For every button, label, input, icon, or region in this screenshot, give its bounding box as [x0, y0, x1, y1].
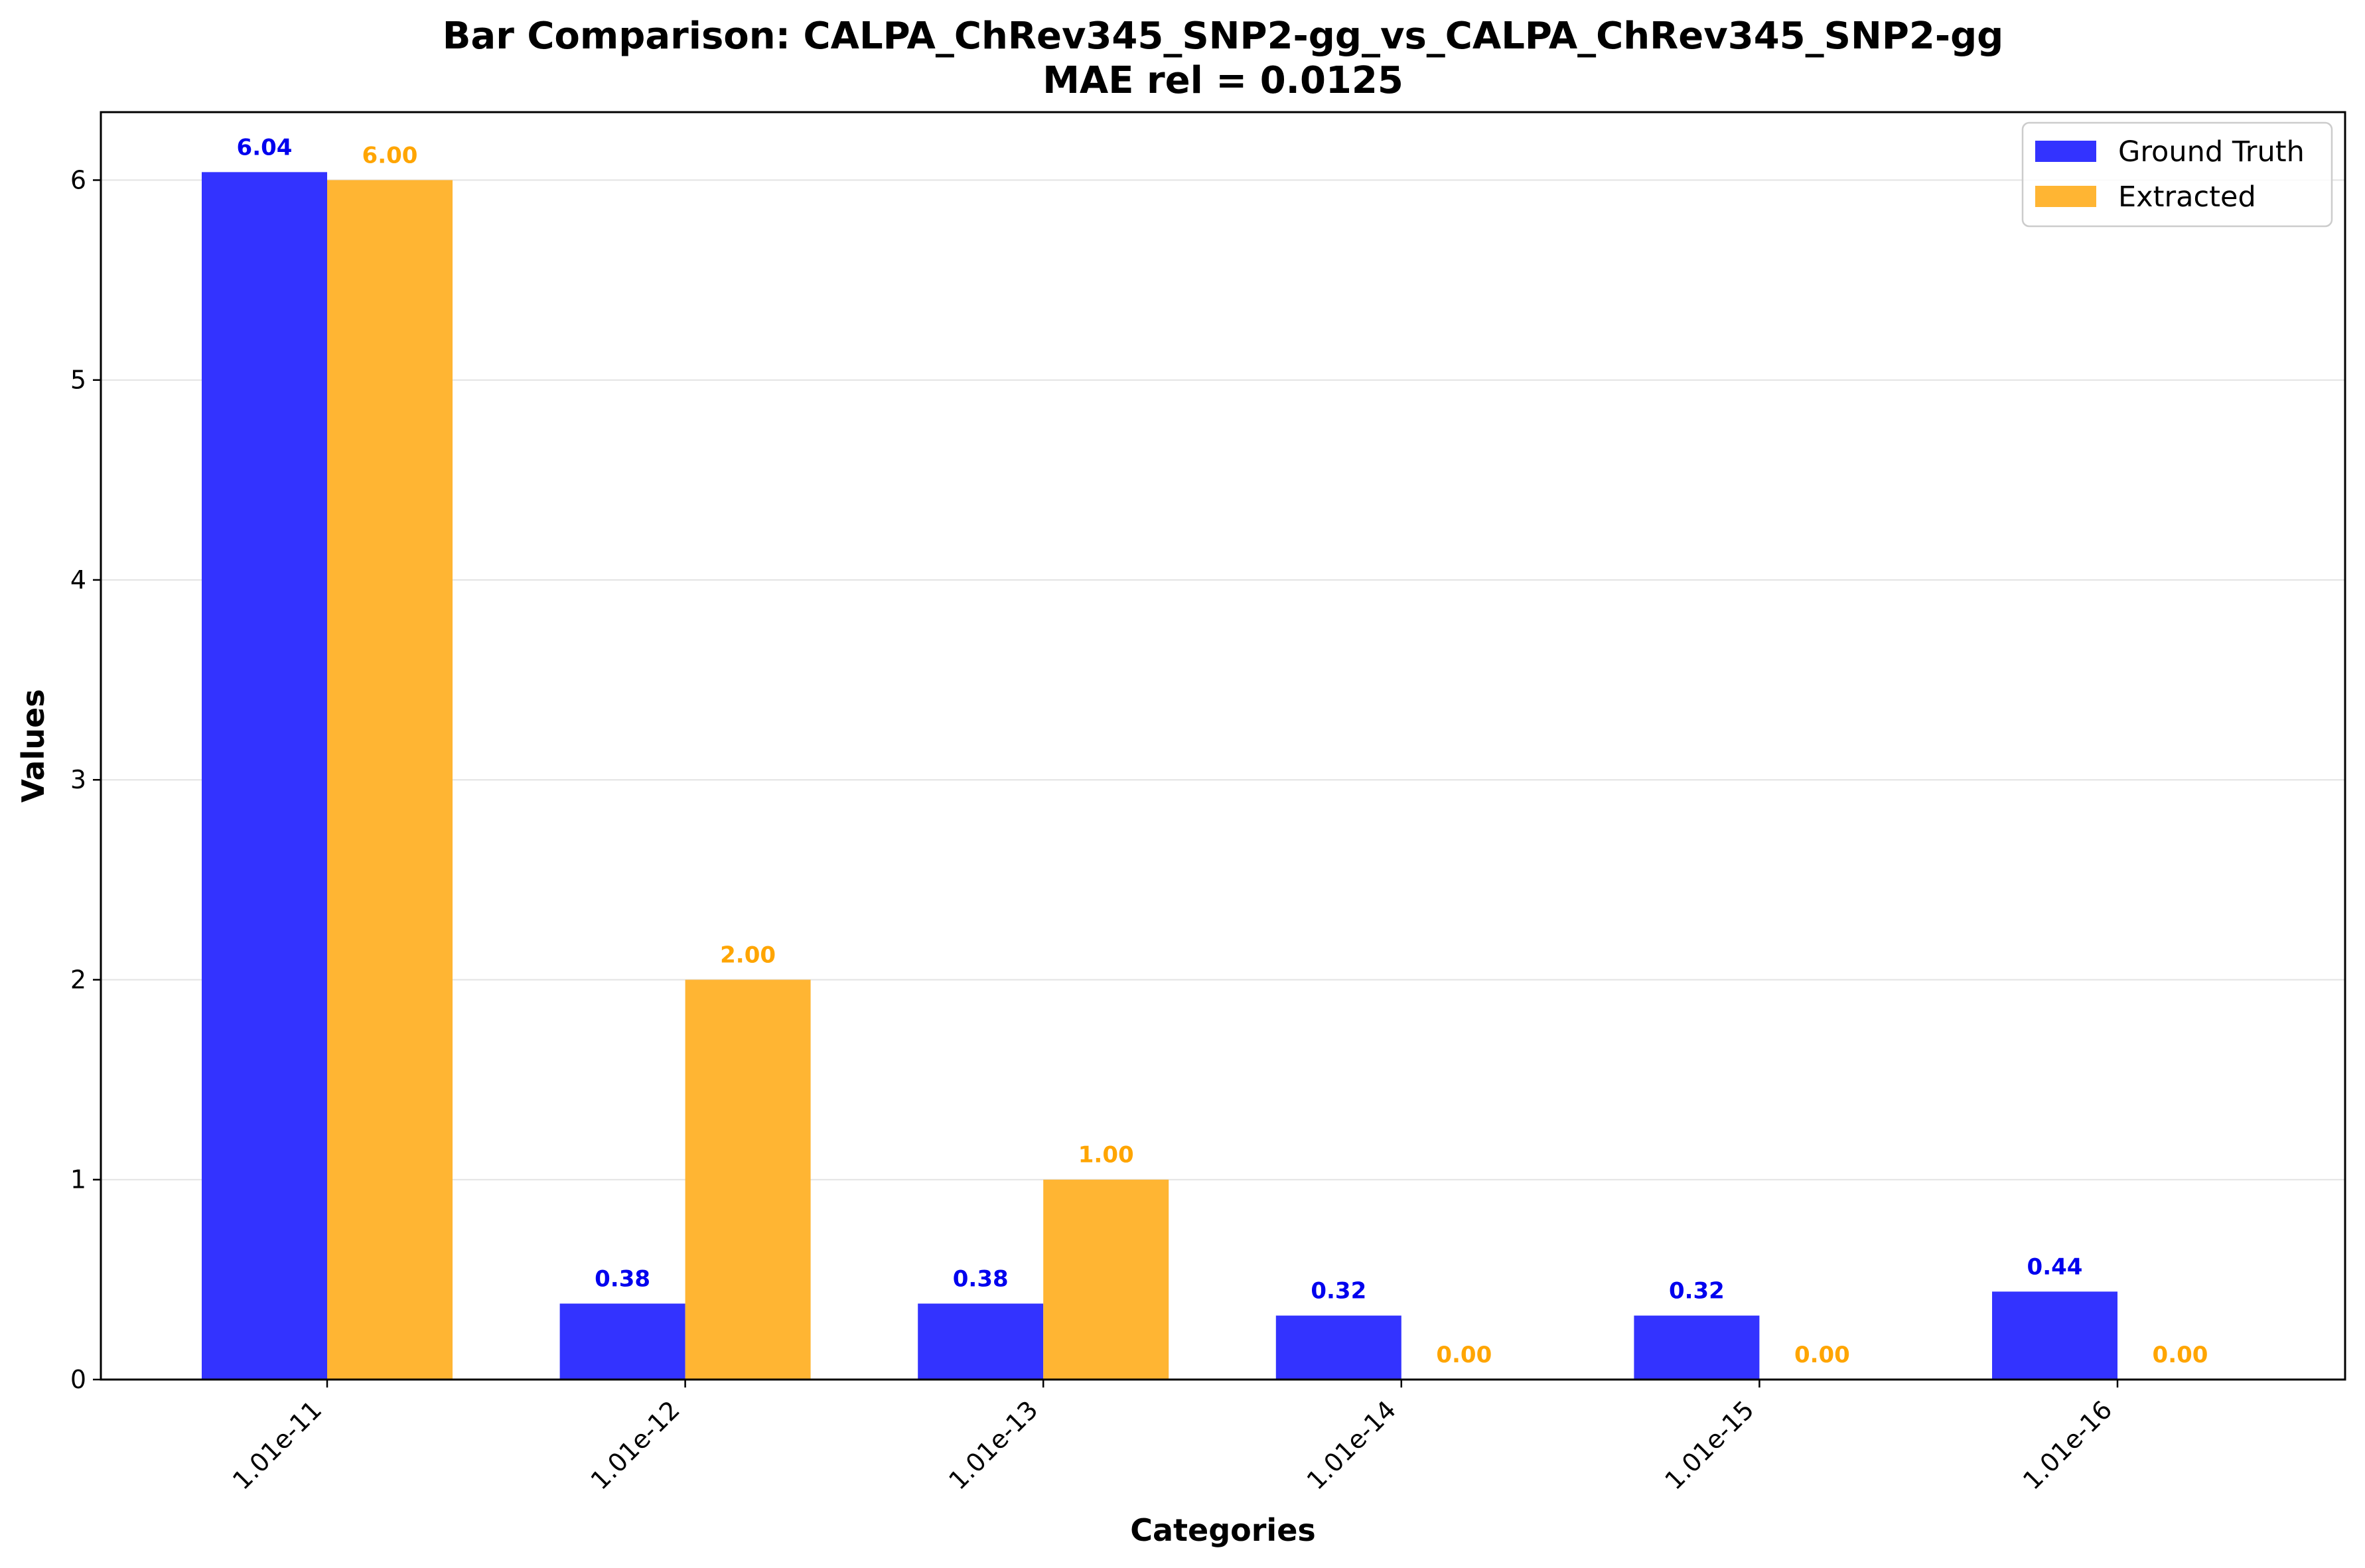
legend-label-extracted: Extracted [2118, 180, 2256, 214]
legend-label-ground-truth: Ground Truth [2118, 135, 2305, 169]
bar-ground-truth [1634, 1315, 1760, 1380]
bar-label-ground-truth: 0.32 [1669, 1278, 1725, 1305]
y-axis-ticks: 0 1 2 3 4 5 6 [70, 165, 101, 1394]
y-tick-label: 2 [70, 965, 86, 994]
bar-label-extracted: 2.00 [720, 942, 776, 968]
bar-label-extracted: 1.00 [1078, 1142, 1134, 1169]
bar-extracted [1043, 1179, 1169, 1380]
bar-label-ground-truth: 0.38 [595, 1266, 650, 1293]
y-tick-label: 5 [70, 366, 86, 395]
legend-swatch-ground-truth [2035, 141, 2096, 162]
legend: Ground Truth Extracted [2021, 121, 2333, 228]
legend-swatch-extracted [2035, 186, 2096, 207]
bar-label-extracted: 0.00 [2153, 1342, 2208, 1368]
chart-subtitle: MAE rel = 0.0125 [1042, 59, 1403, 102]
bar-label-ground-truth: 6.04 [237, 134, 293, 161]
bar-ground-truth [559, 1303, 685, 1380]
bar-ground-truth [202, 172, 327, 1380]
bar-label-ground-truth: 0.32 [1311, 1278, 1366, 1305]
legend-box [2021, 121, 2333, 228]
bars [202, 172, 2117, 1380]
y-tick-label: 1 [70, 1165, 86, 1194]
y-tick-label: 6 [70, 165, 86, 194]
y-tick-label: 0 [70, 1365, 86, 1394]
bar-label-extracted: 0.00 [1794, 1342, 1850, 1368]
bar-value-labels: 6.04 6.00 0.38 2.00 0.38 1.00 0.32 0.00 0.32 0.00… [237, 134, 2208, 1368]
y-tick-label: 4 [70, 565, 86, 595]
bar-ground-truth [1275, 1315, 1401, 1380]
bar-label-extracted: 0.00 [1436, 1342, 1492, 1368]
x-axis-label: Categories [1130, 1512, 1316, 1548]
plot-frame [100, 111, 2346, 1381]
chart-title: Bar Comparison: CALPA_ChRev345_SNP2-gg_v… [443, 15, 2004, 58]
bar-extracted [685, 979, 811, 1380]
y-axis-label: Values [15, 689, 51, 802]
bar-extracted [327, 180, 453, 1380]
bar-label-extracted: 6.00 [362, 142, 418, 169]
bar-ground-truth [918, 1303, 1044, 1380]
bar-label-ground-truth: 0.44 [2027, 1253, 2083, 1280]
bar-ground-truth [1992, 1291, 2117, 1380]
y-tick-label: 3 [70, 765, 86, 794]
bar-label-ground-truth: 0.38 [953, 1266, 1009, 1293]
